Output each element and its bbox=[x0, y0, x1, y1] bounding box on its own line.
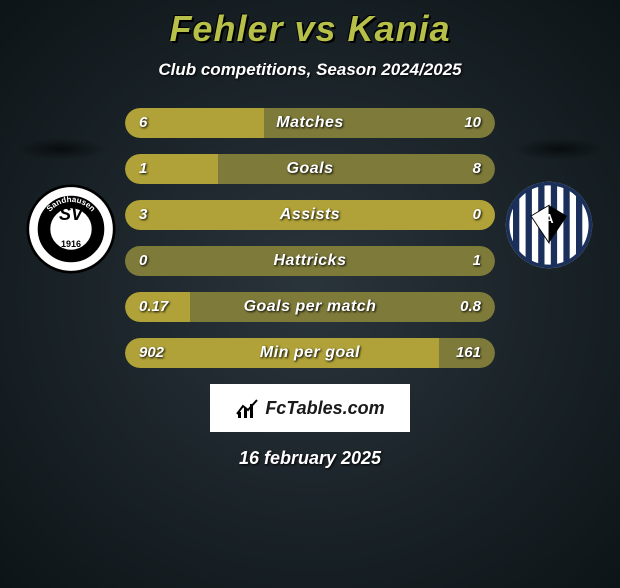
chart-icon bbox=[235, 396, 259, 420]
stat-label: Hattricks bbox=[125, 246, 495, 276]
svg-text:A: A bbox=[544, 212, 553, 226]
stat-row: 18Goals bbox=[125, 154, 495, 184]
arminia-icon: A bbox=[504, 180, 594, 270]
logo-shadow-right bbox=[514, 138, 604, 160]
logo-shadow-left bbox=[16, 138, 106, 160]
brand-badge: FcTables.com bbox=[210, 384, 410, 432]
stat-label: Assists bbox=[125, 200, 495, 230]
stat-row: 0.170.8Goals per match bbox=[125, 292, 495, 322]
page-title: Fehler vs Kania bbox=[0, 8, 620, 50]
stat-row: 30Assists bbox=[125, 200, 495, 230]
stat-row: 610Matches bbox=[125, 108, 495, 138]
subtitle: Club competitions, Season 2024/2025 bbox=[0, 60, 620, 80]
stat-label: Goals per match bbox=[125, 292, 495, 322]
brand-text: FcTables.com bbox=[265, 398, 384, 419]
stats-chart: 610Matches 18Goals 30Assists 01Hattricks 0.1… bbox=[125, 108, 495, 368]
date-text: 16 february 2025 bbox=[0, 448, 620, 469]
svg-text:1916: 1916 bbox=[61, 239, 81, 249]
team-logo-right: A bbox=[504, 180, 594, 270]
stat-label: Goals bbox=[125, 154, 495, 184]
svg-text:Sandhausen: Sandhausen bbox=[45, 195, 97, 213]
team-logo-left: SV 1916 Sandhausen bbox=[26, 184, 116, 274]
stat-row: 01Hattricks bbox=[125, 246, 495, 276]
sv-sandhausen-icon: SV 1916 Sandhausen bbox=[26, 184, 116, 274]
stat-label: Matches bbox=[125, 108, 495, 138]
stat-row: 902161Min per goal bbox=[125, 338, 495, 368]
stat-label: Min per goal bbox=[125, 338, 495, 368]
svg-text:SV: SV bbox=[59, 204, 85, 224]
